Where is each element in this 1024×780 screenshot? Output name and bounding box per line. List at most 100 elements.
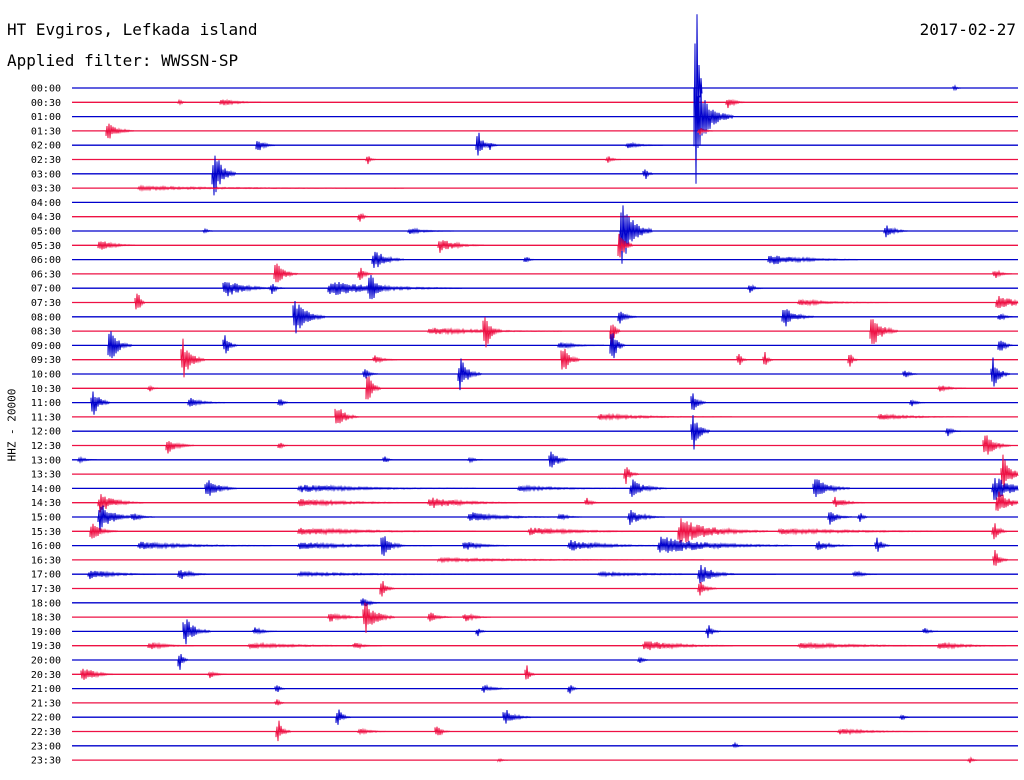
time-label: 12:30 (31, 441, 61, 452)
seismic-event (995, 491, 1019, 511)
time-label: 12:00 (31, 427, 61, 438)
seismic-event (437, 240, 485, 253)
time-label: 11:00 (31, 398, 61, 409)
seismic-event (97, 505, 136, 533)
time-label: 14:30 (31, 498, 61, 509)
seismic-event (165, 441, 195, 454)
time-label: 00:00 (31, 84, 61, 95)
seismic-event (902, 370, 919, 378)
seismic-event (524, 665, 536, 680)
seismic-event (557, 341, 605, 349)
seismic-event (222, 335, 239, 354)
seismic-event (97, 241, 136, 250)
seismic-event (275, 720, 292, 742)
seismic-event (605, 156, 622, 163)
seismic-event (277, 442, 289, 449)
time-label: 19:30 (31, 641, 61, 652)
seismic-event (705, 625, 722, 639)
time-label: 15:30 (31, 527, 61, 538)
seismic-event (597, 570, 777, 578)
time-label: 14:00 (31, 484, 61, 495)
seismic-event (90, 391, 111, 415)
seismic-event (523, 257, 535, 263)
seismic-event (137, 541, 273, 550)
time-label: 00:30 (31, 98, 61, 109)
seismic-event (677, 518, 769, 543)
seismic-event (382, 456, 394, 463)
seismic-event (597, 412, 733, 421)
seismic-event (297, 498, 433, 507)
seismic-event (130, 513, 156, 521)
seismic-event (922, 628, 939, 634)
time-label: 09:00 (31, 341, 61, 352)
seismic-event (365, 156, 377, 165)
time-label: 13:00 (31, 455, 61, 466)
seismic-event (832, 496, 866, 507)
time-label: 10:30 (31, 384, 61, 395)
seismic-event (557, 513, 583, 521)
seismic-event (274, 699, 286, 706)
seismic-event (991, 478, 1019, 500)
seismic-event (627, 509, 666, 525)
seismic-event (548, 451, 569, 468)
seismic-event (690, 415, 711, 450)
seismic-event (967, 756, 979, 764)
time-label: 11:30 (31, 412, 61, 423)
seismic-event (874, 537, 891, 552)
seismic-event (87, 570, 157, 580)
time-label: 01:30 (31, 126, 61, 137)
seismic-event (277, 399, 289, 406)
seismic-event (297, 527, 477, 536)
time-label: 04:00 (31, 198, 61, 209)
seismic-event (334, 408, 360, 424)
time-label: 20:30 (31, 670, 61, 681)
seismic-event (567, 685, 579, 694)
seismic-event (273, 263, 299, 283)
time-label: 09:30 (31, 355, 61, 366)
seismic-events (77, 14, 1019, 764)
seismic-event (147, 641, 195, 650)
seismic-event (434, 726, 451, 736)
seismic-event (991, 523, 1008, 540)
time-label: 22:30 (31, 727, 61, 738)
seismic-event (362, 602, 396, 633)
seismic-event (357, 727, 391, 736)
date-label: 2017-02-27 (919, 20, 1016, 39)
seismic-event (107, 331, 133, 359)
seismic-event (77, 455, 98, 464)
seismic-event (327, 612, 375, 622)
seismic-event (211, 155, 237, 196)
seismic-event (297, 484, 477, 493)
time-label: 06:00 (31, 255, 61, 266)
seismic-event (1000, 454, 1019, 492)
seismic-event (427, 497, 519, 508)
time-label: 06:30 (31, 269, 61, 280)
seismic-event (180, 338, 206, 378)
seismic-event (812, 479, 851, 498)
seismic-event (327, 281, 463, 295)
seismic-event (357, 212, 369, 222)
seismic-event (97, 494, 145, 513)
seismic-event (462, 613, 492, 622)
seismic-event (407, 227, 455, 235)
seismic-event (481, 684, 511, 693)
seismic-event (642, 641, 734, 651)
seismic-event (945, 427, 962, 437)
seismic-event (247, 641, 383, 650)
time-label: 13:30 (31, 470, 61, 481)
time-label: 18:30 (31, 613, 61, 624)
seismic-event (335, 709, 352, 725)
seismic-event (379, 581, 396, 597)
seismic-event (625, 141, 664, 149)
seismic-event (222, 282, 278, 297)
seismic-event (147, 384, 159, 392)
seismic-event (837, 728, 929, 736)
seismic-event (362, 369, 379, 379)
seismic-event (992, 549, 1009, 566)
time-label: 10:00 (31, 370, 61, 381)
time-label: 23:00 (31, 741, 61, 752)
seismic-event (883, 225, 909, 238)
time-label: 15:00 (31, 513, 61, 524)
seismic-event (269, 284, 286, 294)
seismic-event (797, 641, 977, 650)
